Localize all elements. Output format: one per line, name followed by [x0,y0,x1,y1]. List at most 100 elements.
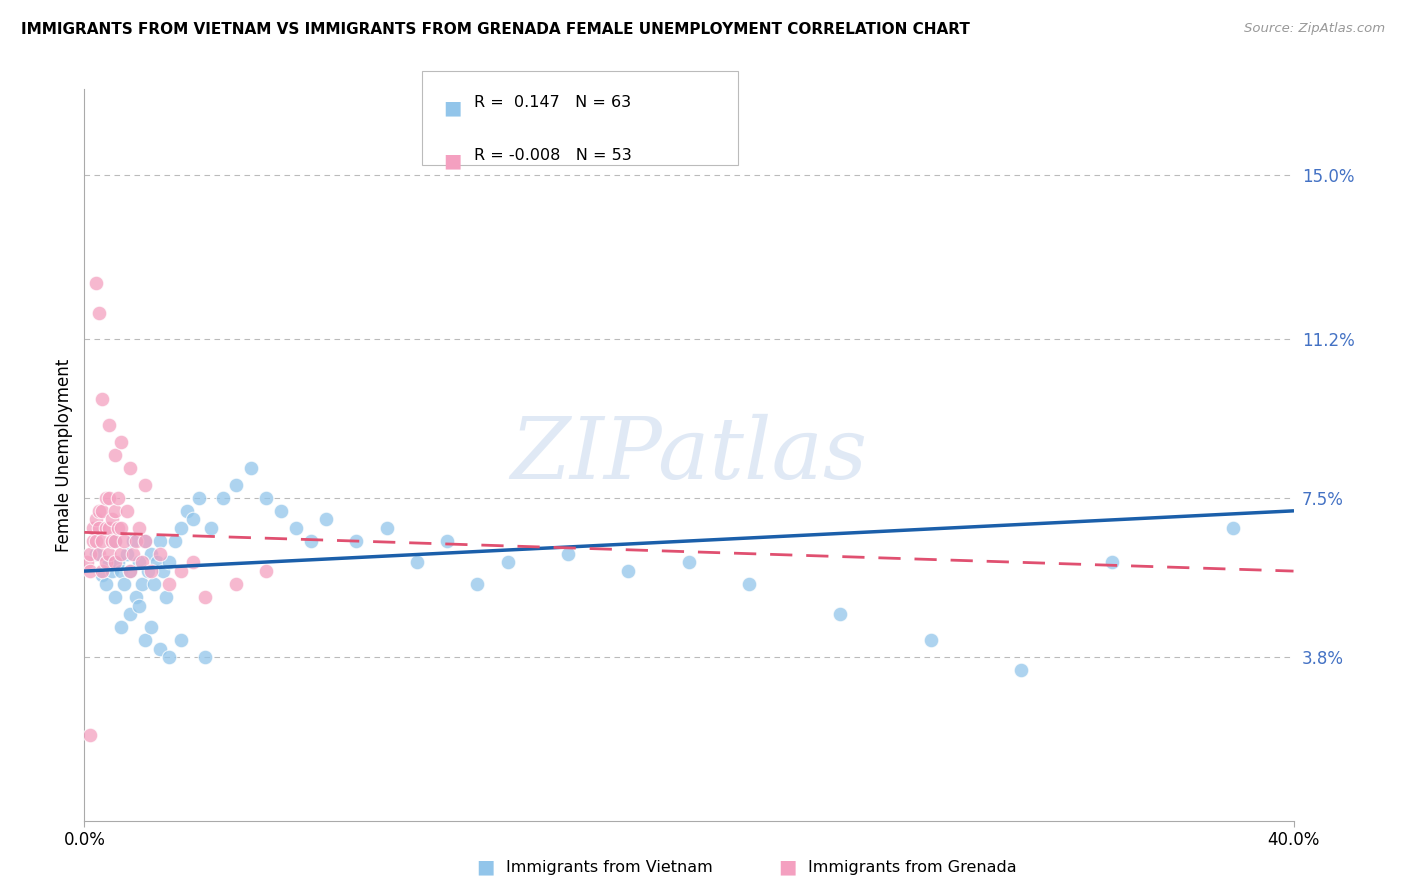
Point [157,577,180,591]
Point [225,478,247,492]
Point [118,564,141,578]
Text: ■: ■ [443,152,461,170]
Point [91,568,114,582]
Point [121,533,143,548]
Text: IMMIGRANTS FROM VIETNAM VS IMMIGRANTS FROM GRENADA FEMALE UNEMPLOYMENT CORRELATI: IMMIGRANTS FROM VIETNAM VS IMMIGRANTS FR… [21,22,970,37]
Point [1222,521,1244,535]
Point [139,564,162,578]
Point [254,491,277,505]
Point [86,512,108,526]
Point [86,533,108,548]
Point [115,547,138,561]
Point [152,564,174,578]
Point [557,547,579,561]
Point [1101,556,1123,570]
Point [110,521,132,535]
Point [97,491,120,505]
Point [128,521,150,535]
Point [118,460,141,475]
Point [107,521,129,535]
Point [91,533,114,548]
Point [146,556,169,570]
Point [125,533,148,548]
Point [94,556,117,570]
Point [79,564,101,578]
Point [299,533,322,548]
Point [104,556,127,570]
Point [738,577,761,591]
Point [97,547,120,561]
Point [97,417,120,432]
Point [121,547,143,561]
Point [188,491,211,505]
Point [194,650,217,665]
Text: R =  0.147   N = 63: R = 0.147 N = 63 [474,95,631,110]
Point [254,564,277,578]
Point [91,564,114,578]
Point [128,599,150,613]
Point [142,577,165,591]
Point [110,564,132,578]
Point [134,533,156,548]
Point [170,632,193,647]
Point [79,728,101,742]
Text: Immigrants from Grenada: Immigrants from Grenada [808,860,1017,874]
Point [270,504,292,518]
Point [82,521,104,535]
Point [181,512,204,526]
Point [136,564,159,578]
Point [112,577,135,591]
Point [79,547,101,561]
Point [86,276,108,290]
Point [91,504,114,518]
Point [134,478,156,492]
Point [86,547,108,561]
Point [139,620,162,634]
Point [200,521,222,535]
Point [467,577,489,591]
Point [128,556,150,570]
Text: ■: ■ [475,857,495,877]
Point [104,533,127,548]
Point [112,533,135,548]
Text: ■: ■ [778,857,797,877]
Point [107,491,129,505]
Point [678,556,700,570]
Point [94,521,117,535]
Point [406,556,429,570]
Text: ZIPatlas: ZIPatlas [510,414,868,496]
Point [176,504,198,518]
Point [94,577,117,591]
Point [155,590,177,604]
Point [134,533,156,548]
Point [100,533,122,548]
Point [104,504,127,518]
Point [131,556,153,570]
Point [94,491,117,505]
Point [170,521,193,535]
Point [239,460,262,475]
Point [89,547,111,561]
Point [920,632,942,647]
Point [82,533,104,548]
Point [139,547,162,561]
Point [181,556,204,570]
Point [97,556,120,570]
Point [830,607,852,621]
Point [100,512,122,526]
Point [91,392,114,406]
Text: Immigrants from Vietnam: Immigrants from Vietnam [506,860,713,874]
Point [97,521,120,535]
Point [107,556,129,570]
Point [125,590,148,604]
Text: ■: ■ [443,98,461,117]
Point [157,650,180,665]
Point [89,504,111,518]
Point [104,448,127,462]
Point [131,577,153,591]
Point [375,521,398,535]
Point [496,556,519,570]
Point [76,556,98,570]
Point [157,556,180,570]
Point [315,512,337,526]
